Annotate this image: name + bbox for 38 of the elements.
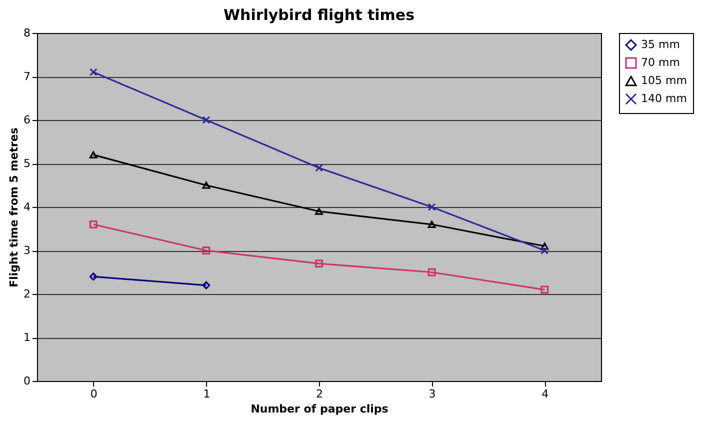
point	[315, 164, 323, 172]
legend-label: 70 mm	[641, 56, 680, 69]
point	[89, 220, 98, 228]
x-tick-label: 2	[316, 388, 323, 400]
point	[315, 208, 323, 215]
point	[428, 203, 436, 211]
point	[202, 281, 210, 290]
point	[540, 246, 549, 254]
y-tick-label: 2	[24, 288, 30, 300]
point	[202, 246, 210, 254]
point	[89, 68, 98, 76]
y-tick-label: 7	[24, 70, 30, 83]
x-tick-label: 0	[90, 388, 98, 400]
x-axis-title: Number of paper clips	[250, 402, 389, 416]
legend-label: 105 mm	[641, 74, 687, 87]
point	[428, 268, 436, 276]
y-axis-title: Flight time from 5 metres	[8, 127, 20, 288]
point	[315, 260, 323, 268]
y-tick-label: 0	[24, 374, 30, 388]
point	[540, 242, 549, 250]
y-tick-label: 1	[24, 331, 30, 344]
legend-label: 140 mm	[641, 92, 687, 105]
point	[202, 182, 210, 189]
y-tick-label: 8	[24, 26, 30, 40]
y-tick-label: 5	[24, 157, 30, 170]
legend-label: 35 mm	[641, 38, 680, 51]
point	[428, 220, 436, 228]
x-tick-label: 3	[428, 388, 436, 400]
y-tick-label: 6	[24, 114, 30, 126]
point	[540, 286, 549, 294]
x-tick-label: 1	[203, 388, 210, 400]
point	[202, 116, 210, 124]
point	[89, 151, 98, 158]
x-tick-label: 4	[542, 388, 549, 400]
y-tick-label: 4	[24, 200, 30, 214]
y-tick-label: 3	[24, 244, 30, 257]
chart-title: Whirlybird flight times	[223, 6, 415, 24]
point	[89, 272, 98, 281]
